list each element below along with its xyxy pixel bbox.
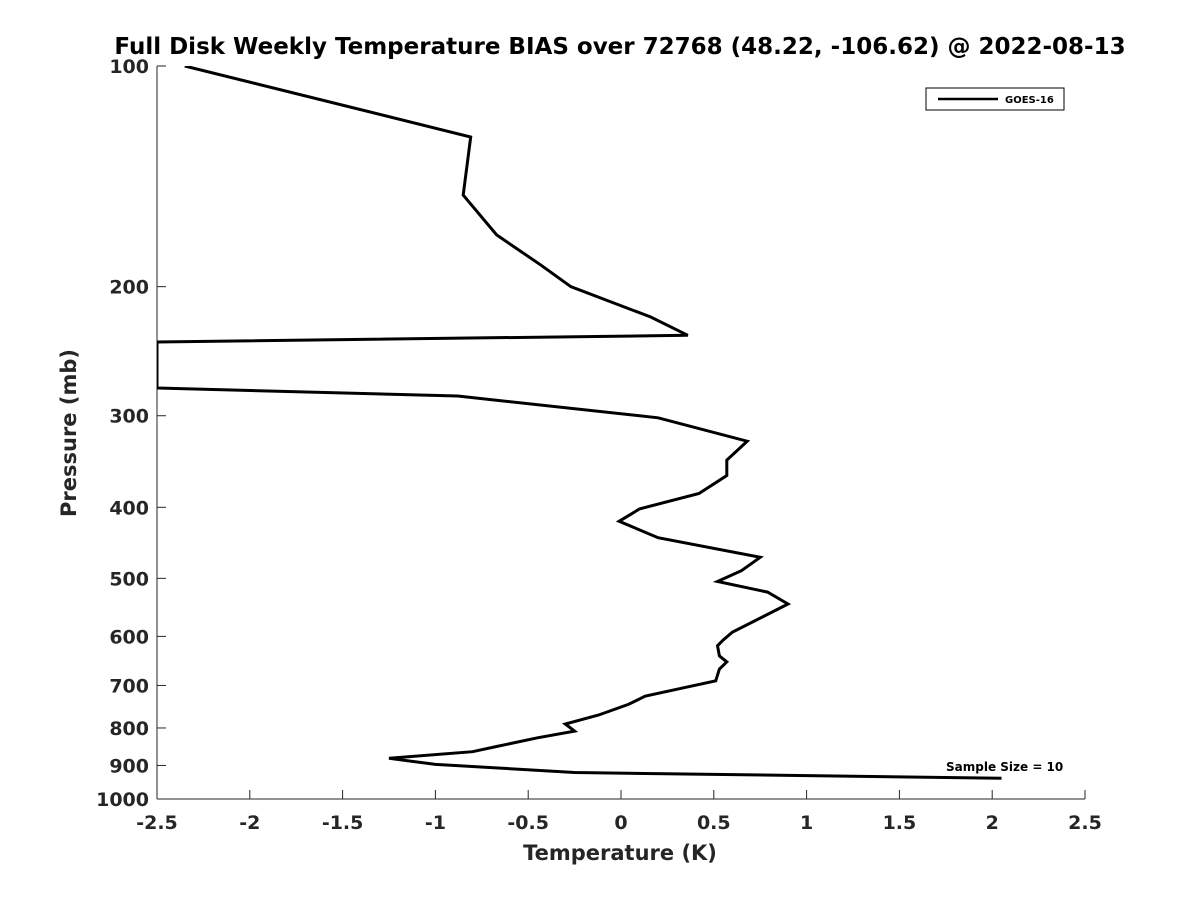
plot-area <box>157 66 1002 780</box>
x-tick-label: 0 <box>614 812 627 834</box>
x-tick-label: 1.5 <box>883 812 917 834</box>
y-tick-label: 700 <box>109 675 149 697</box>
x-axis-label: Temperature (K) <box>523 841 717 865</box>
y-tick-label: 300 <box>109 406 149 428</box>
y-axis-label: Pressure (mb) <box>57 349 81 517</box>
x-tick-label: 2.5 <box>1068 812 1102 834</box>
sample-size-annotation: Sample Size = 10 <box>946 760 1063 774</box>
y-tick-label: 500 <box>109 568 149 590</box>
chart-title: Full Disk Weekly Temperature BIAS over 7… <box>114 34 1125 60</box>
x-axis: -2.5 -2 -1.5 -1 -0.5 0 0.5 1 1.5 2 2.5 <box>136 790 1102 834</box>
y-tick-label: 900 <box>109 755 149 777</box>
x-tick-label: 1 <box>800 812 813 834</box>
y-axis: 100 200 300 400 500 600 700 800 900 1000 <box>96 56 166 811</box>
y-tick-label: 400 <box>109 497 149 519</box>
x-tick-label: -1 <box>425 812 446 834</box>
series-line-goes-16 <box>157 66 1002 780</box>
y-tick-label: 600 <box>109 626 149 648</box>
x-tick-label: -1.5 <box>322 812 364 834</box>
y-tick-label: 200 <box>109 277 149 299</box>
legend: GOES-16 <box>925 87 1065 111</box>
x-tick-label: 0.5 <box>697 812 731 834</box>
y-tick-label: 100 <box>109 56 149 78</box>
x-tick-label: -0.5 <box>507 812 549 834</box>
legend-label-goes-16: GOES-16 <box>1005 95 1054 106</box>
x-tick-label: 2 <box>986 812 999 834</box>
y-tick-label: 1000 <box>96 789 149 811</box>
x-tick-label: -2 <box>239 812 260 834</box>
y-tick-label: 800 <box>109 718 149 740</box>
x-tick-label: -2.5 <box>136 812 178 834</box>
